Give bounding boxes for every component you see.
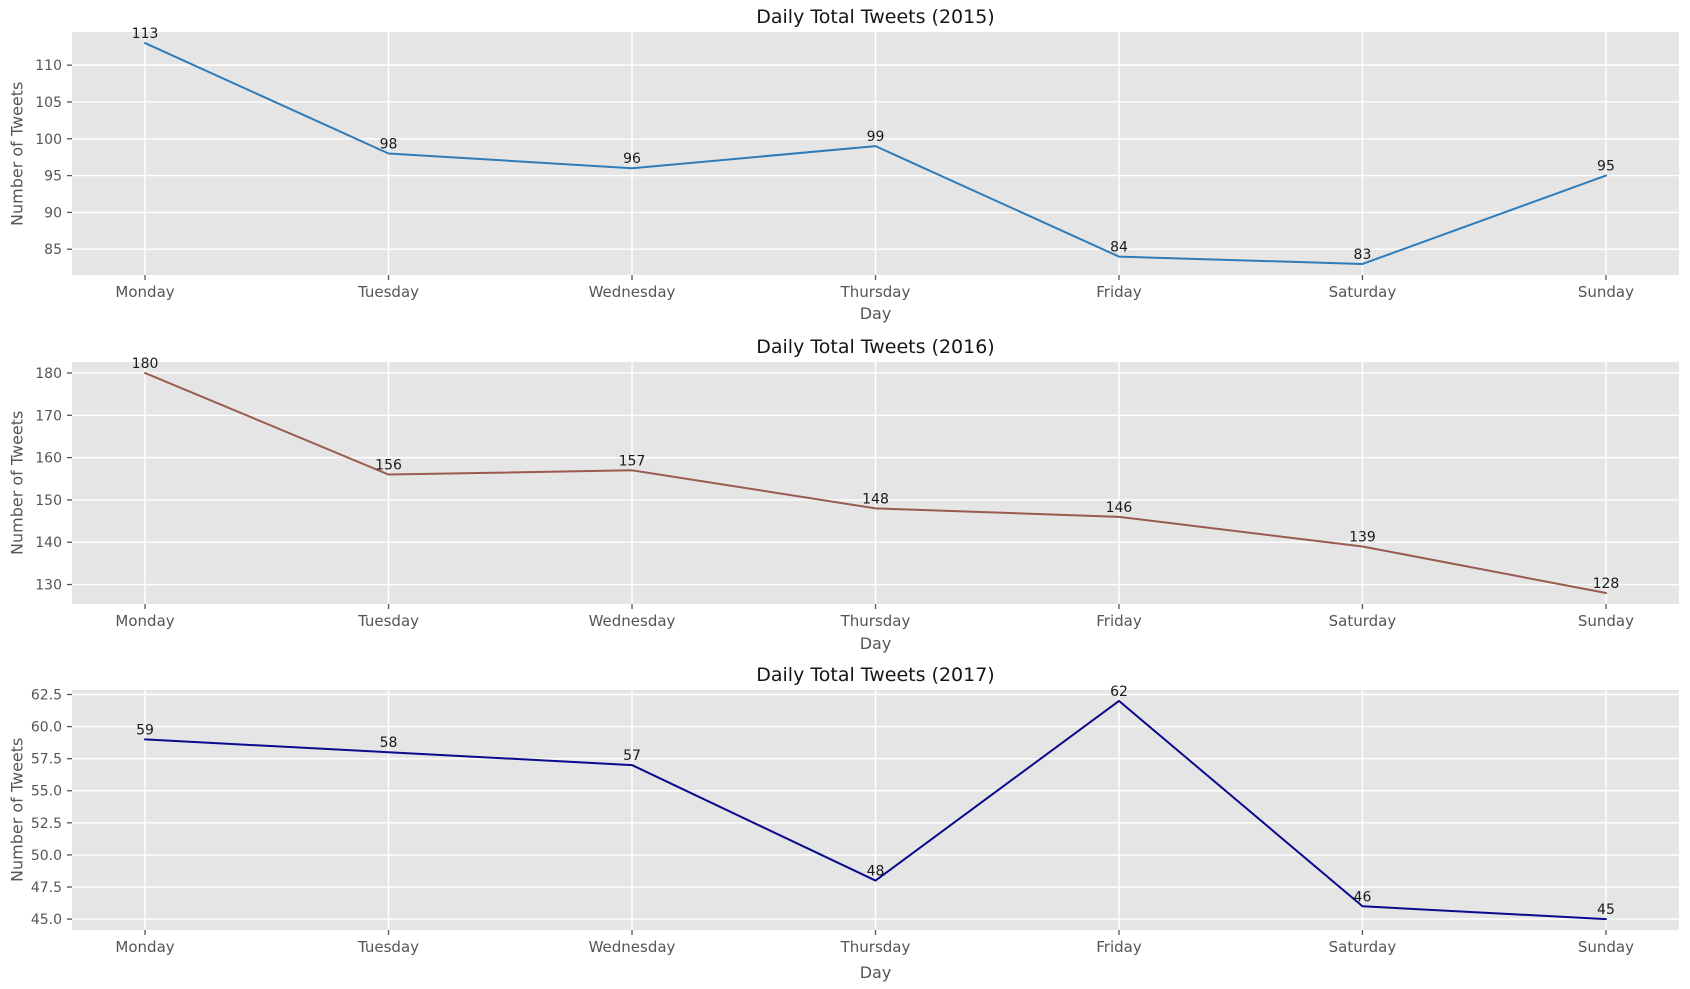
x-tick-label: Monday [115, 612, 174, 630]
y-tick-label: 110 [35, 58, 62, 74]
y-tick-label: 160 [35, 451, 62, 467]
x-tick-label: Tuesday [357, 938, 419, 956]
value-label: 45 [1597, 902, 1615, 918]
value-label: 146 [1106, 500, 1133, 516]
x-tick-label: Thursday [840, 283, 911, 301]
line-series [144, 699, 1607, 921]
x-axis-label-2017: Day [859, 963, 892, 982]
y-tick-label: 45.0 [31, 912, 62, 928]
y-tick-label: 150 [35, 493, 62, 509]
y-tick-label: 47.5 [31, 880, 62, 896]
x-tick-label: Tuesday [357, 612, 419, 630]
y-tick-label: 95 [44, 169, 62, 185]
y-axis-label-2015: Number of Tweets [7, 81, 27, 226]
x-tick-label: Saturday [1329, 612, 1397, 630]
value-label: 180 [132, 356, 159, 372]
value-label: 139 [1349, 529, 1376, 545]
y-tick-label: 50.0 [31, 848, 62, 864]
x-tick-label: Sunday [1578, 283, 1634, 301]
x-tick-label: Wednesday [589, 612, 676, 630]
x-axis-label-2015: Day [859, 304, 892, 323]
value-label: 62 [1110, 684, 1128, 700]
value-label: 99 [867, 129, 885, 145]
y-tick-label: 52.5 [31, 816, 62, 832]
value-label: 113 [132, 26, 159, 42]
line-series [144, 42, 1607, 265]
y-tick-label: 60.0 [31, 720, 62, 736]
value-label: 128 [1593, 576, 1620, 592]
x-tick-label: Friday [1096, 283, 1142, 301]
value-label: 157 [619, 453, 646, 469]
y-tick-label: 85 [44, 242, 62, 258]
y-tick-label: 55.0 [31, 784, 62, 800]
x-tick-label: Sunday [1578, 612, 1634, 630]
value-label: 84 [1110, 240, 1128, 256]
line-series [144, 372, 1607, 594]
x-tick-label: Monday [115, 283, 174, 301]
value-label: 59 [136, 722, 154, 738]
y-tick-label: 170 [35, 408, 62, 424]
x-tick-label: Thursday [840, 938, 911, 956]
plot-2015: 85 90 95 100 105 110 Monday Tuesday Wednesday Thu… [35, 26, 1679, 301]
chart-2017: 45.0 47.5 50.0 52.5 55.0 57.5 60.0 62.5 Monday Tu… [0, 660, 1690, 989]
y-tick-label: 100 [35, 132, 62, 148]
chart-title-2016: Daily Total Tweets (2016) [756, 336, 995, 358]
y-tick-label: 130 [35, 578, 62, 594]
value-label: 48 [867, 864, 885, 880]
value-label: 98 [380, 137, 398, 153]
y-tick-label: 90 [44, 205, 62, 221]
x-tick-label: Sunday [1578, 938, 1634, 956]
y-tick-label: 105 [35, 95, 62, 111]
x-tick-label: Wednesday [589, 938, 676, 956]
x-tick-label: Wednesday [589, 283, 676, 301]
x-tick-label: Saturday [1329, 938, 1397, 956]
plot-2017: 45.0 47.5 50.0 52.5 55.0 57.5 60.0 62.5 Monday Tu… [31, 684, 1679, 956]
value-label: 57 [623, 748, 641, 764]
y-tick-label: 62.5 [31, 687, 62, 703]
y-tick-label: 57.5 [31, 752, 62, 768]
value-label: 96 [623, 151, 641, 167]
y-tick-label: 140 [35, 535, 62, 551]
value-label: 58 [380, 735, 398, 751]
x-tick-label: Friday [1096, 612, 1142, 630]
x-tick-label: Tuesday [357, 283, 419, 301]
chart-title-2015: Daily Total Tweets (2015) [756, 6, 995, 28]
chart-2015: 85 90 95 100 105 110 Monday Tuesday Wednesday Thu… [0, 0, 1690, 330]
value-label: 46 [1354, 889, 1372, 905]
y-tick-label: 180 [35, 366, 62, 382]
y-axis-label-2016: Number of Tweets [7, 410, 27, 556]
value-label: 148 [862, 491, 889, 507]
x-tick-label: Friday [1096, 938, 1142, 956]
chart-title-2017: Daily Total Tweets (2017) [756, 664, 995, 686]
x-axis-label-2016: Day [859, 634, 892, 653]
value-label: 83 [1354, 247, 1372, 263]
x-tick-label: Monday [115, 938, 174, 956]
x-tick-label: Thursday [840, 612, 911, 630]
chart-2016: 130 140 150 160 170 180 Monday Tuesday Wednesday… [0, 330, 1690, 660]
plot-2016: 130 140 150 160 170 180 Monday Tuesday Wednesday… [35, 356, 1679, 630]
x-tick-label: Saturday [1329, 283, 1397, 301]
value-label: 95 [1597, 159, 1615, 175]
y-axis-label-2017: Number of Tweets [7, 737, 27, 883]
value-label: 156 [375, 458, 402, 474]
